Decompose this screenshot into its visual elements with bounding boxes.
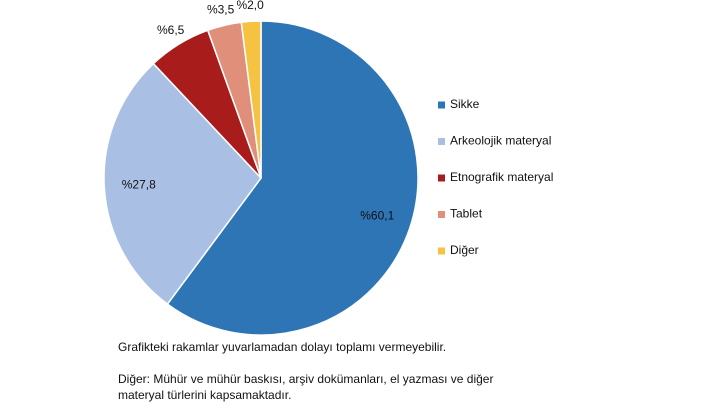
data-label: %6,5 xyxy=(157,23,185,37)
legend-label: Arkeolojik materyal xyxy=(450,134,551,148)
legend-label: Etnografik materyal xyxy=(450,170,553,184)
pie-slice xyxy=(166,20,419,336)
data-label: %60,1 xyxy=(360,209,394,223)
legend-label: Tablet xyxy=(450,207,483,221)
legend-label: Sikke xyxy=(450,97,480,111)
legend-marker xyxy=(438,174,445,182)
note: Diğer: Mühür ve mühür baskısı, arşiv dok… xyxy=(118,372,493,386)
pie-slice xyxy=(240,20,262,179)
legend-label: Diğer xyxy=(450,243,479,257)
legend-marker xyxy=(438,247,445,255)
data-label: %3,5 xyxy=(207,2,235,16)
note: materyal türlerini kapsamaktadır. xyxy=(118,388,291,402)
legend-marker xyxy=(438,101,445,109)
legend-marker xyxy=(438,211,445,218)
legend-marker xyxy=(438,138,445,145)
pie-slice xyxy=(103,62,262,306)
data-label: %2,0 xyxy=(236,0,264,12)
note: Grafikteki rakamlar yuvarlamadan dolayı … xyxy=(118,340,446,354)
data-label: %27,8 xyxy=(122,177,156,191)
